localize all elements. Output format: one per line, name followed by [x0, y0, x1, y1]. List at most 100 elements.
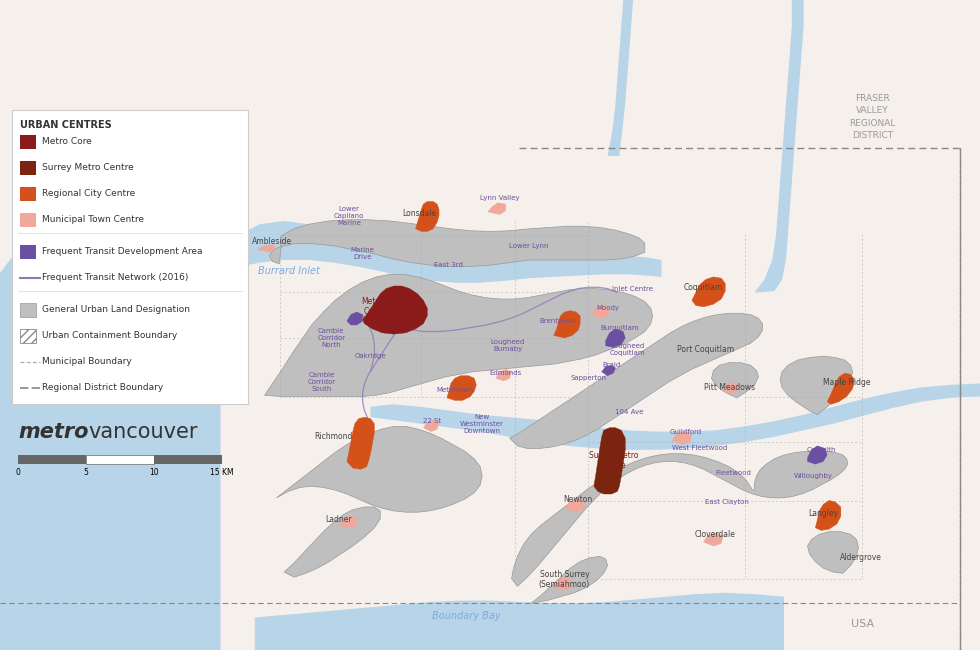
Text: vancouver: vancouver — [88, 422, 198, 442]
Text: East Clayton: East Clayton — [706, 499, 749, 505]
Polygon shape — [827, 373, 855, 404]
Text: Lougheed
Coquitlam: Lougheed Coquitlam — [610, 343, 645, 356]
Text: Cambie
Corridor
North: Cambie Corridor North — [318, 328, 345, 348]
Text: Frequent Transit Network (2016): Frequent Transit Network (2016) — [42, 274, 188, 283]
Polygon shape — [211, 221, 662, 287]
Text: Maple Ridge: Maple Ridge — [823, 378, 870, 387]
Text: West Fleetwood: West Fleetwood — [672, 445, 727, 452]
Polygon shape — [488, 203, 506, 215]
Text: Edmonds: Edmonds — [490, 370, 521, 376]
Text: Lower Lynn: Lower Lynn — [510, 242, 549, 249]
Text: Boundary Bay: Boundary Bay — [432, 611, 501, 621]
Bar — [20, 187, 36, 201]
Text: Lonsdale: Lonsdale — [403, 209, 436, 218]
Text: Sapperton: Sapperton — [570, 375, 606, 382]
Polygon shape — [339, 516, 357, 528]
Polygon shape — [780, 356, 853, 415]
Polygon shape — [347, 417, 374, 469]
Text: Braid: Braid — [603, 362, 620, 369]
Text: South Surrey
(Semiahmoo): South Surrey (Semiahmoo) — [539, 570, 590, 590]
Text: Pitt Meadows: Pitt Meadows — [704, 383, 755, 392]
Text: Aldergrove: Aldergrove — [840, 553, 881, 562]
Bar — [20, 303, 36, 317]
Text: General Urban Land Designation: General Urban Land Designation — [42, 306, 190, 315]
Polygon shape — [447, 376, 476, 400]
Text: Metro Core: Metro Core — [42, 138, 92, 146]
Text: N: N — [69, 204, 78, 217]
Text: FRASER
VALLEY
REGIONAL
DISTRICT: FRASER VALLEY REGIONAL DISTRICT — [849, 94, 896, 140]
Polygon shape — [496, 369, 512, 381]
Text: Metro
Core: Metro Core — [362, 297, 383, 317]
Text: 104 Ave: 104 Ave — [615, 409, 643, 415]
Polygon shape — [723, 382, 739, 394]
Polygon shape — [423, 420, 439, 432]
Polygon shape — [565, 499, 585, 512]
Polygon shape — [602, 365, 615, 376]
Text: 15 KM: 15 KM — [210, 468, 234, 477]
Polygon shape — [711, 363, 759, 398]
Polygon shape — [370, 384, 980, 450]
Text: Marine
Drive: Marine Drive — [351, 247, 374, 260]
Text: 10: 10 — [149, 468, 159, 477]
Text: Cambie
Corridor
South: Cambie Corridor South — [308, 372, 335, 392]
Text: Port Coquitlam: Port Coquitlam — [677, 345, 734, 354]
Text: Surrey Metro
Centre: Surrey Metro Centre — [589, 450, 638, 470]
Polygon shape — [257, 244, 276, 252]
Text: Lynn Valley: Lynn Valley — [480, 195, 519, 202]
Polygon shape — [808, 532, 858, 573]
Bar — [20, 161, 36, 175]
Polygon shape — [178, 303, 208, 326]
Text: Langley: Langley — [808, 509, 838, 518]
Text: Inlet Centre: Inlet Centre — [612, 286, 653, 292]
Text: Oakridge: Oakridge — [355, 353, 386, 359]
FancyBboxPatch shape — [12, 110, 248, 404]
Text: Lower
Capilano
Marine: Lower Capilano Marine — [334, 206, 364, 226]
Bar — [86, 455, 154, 464]
Text: Burquitlam: Burquitlam — [600, 325, 639, 332]
Polygon shape — [594, 428, 625, 494]
Polygon shape — [363, 286, 427, 334]
Polygon shape — [270, 220, 645, 266]
Polygon shape — [265, 274, 653, 396]
Text: Richmond: Richmond — [314, 432, 353, 441]
Polygon shape — [554, 311, 580, 338]
Text: Metrotown: Metrotown — [436, 387, 473, 393]
Polygon shape — [531, 556, 608, 603]
Text: New
Westminster
Downtown: New Westminster Downtown — [461, 414, 504, 434]
Text: Frequent Transit Development Area: Frequent Transit Development Area — [42, 248, 203, 257]
Text: Ladner: Ladner — [324, 515, 352, 525]
Polygon shape — [606, 329, 625, 347]
Polygon shape — [704, 533, 723, 546]
Text: Newton: Newton — [564, 495, 593, 504]
Polygon shape — [0, 208, 220, 650]
Text: USA: USA — [851, 619, 874, 629]
Text: UBC: UBC — [176, 298, 192, 307]
Text: Surrey Metro Centre: Surrey Metro Centre — [42, 164, 133, 172]
Polygon shape — [510, 313, 762, 448]
Polygon shape — [149, 265, 216, 325]
Text: Regional District Boundary: Regional District Boundary — [42, 384, 164, 393]
Polygon shape — [553, 577, 572, 590]
Text: Regional City Centre: Regional City Centre — [42, 190, 135, 198]
Polygon shape — [692, 277, 725, 307]
Polygon shape — [608, 0, 633, 156]
Text: Brentwood: Brentwood — [540, 318, 577, 324]
Polygon shape — [416, 202, 439, 231]
Polygon shape — [815, 500, 841, 530]
Bar — [20, 135, 36, 149]
Text: East 3rd: East 3rd — [434, 262, 464, 268]
Polygon shape — [512, 451, 848, 586]
Polygon shape — [808, 446, 827, 464]
Text: Carvolth: Carvolth — [807, 447, 836, 453]
Text: Fleetwood: Fleetwood — [715, 470, 751, 476]
Text: URBAN CENTRES: URBAN CENTRES — [20, 120, 112, 130]
Text: Guildford: Guildford — [670, 428, 702, 435]
Bar — [154, 455, 222, 464]
Polygon shape — [284, 507, 380, 577]
Polygon shape — [592, 306, 610, 318]
Text: Burrard Inlet: Burrard Inlet — [258, 266, 320, 276]
Text: 5: 5 — [83, 468, 88, 477]
Text: Cloverdale: Cloverdale — [695, 530, 736, 539]
Text: 22 St: 22 St — [423, 418, 441, 424]
Polygon shape — [347, 312, 363, 325]
